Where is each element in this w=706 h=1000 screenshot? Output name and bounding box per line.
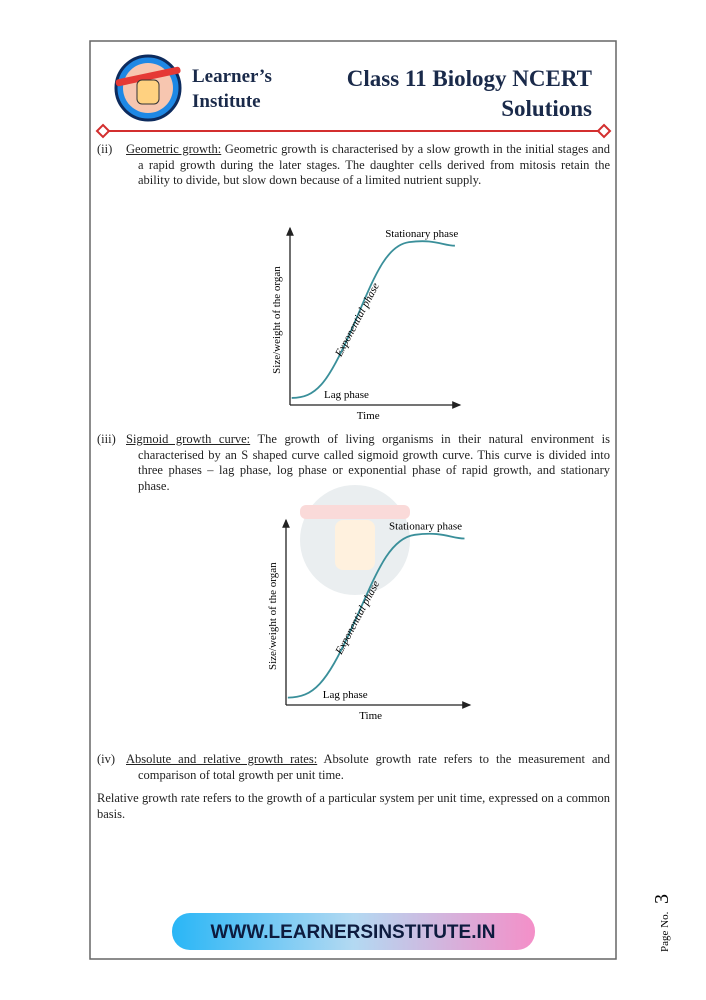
rule-diamond [596, 123, 612, 139]
page-title: Class 11 Biology NCERT [347, 66, 592, 91]
brand: Learner’s [192, 66, 272, 87]
phase-label: Stationary phase [389, 520, 462, 532]
section-heading: Sigmoid growth curve: [126, 432, 251, 446]
section-text: Absolute growth rate refers to the measu… [138, 752, 610, 782]
section-number: (ii) [97, 142, 113, 156]
page-label: Page No. [659, 911, 671, 952]
x-axis-label: Time [357, 410, 380, 422]
phase-label: Exponential phase [333, 281, 382, 360]
section: (ii) Geometric growth: Geometric growth i… [97, 142, 610, 189]
footer-pill [172, 913, 535, 950]
y-axis-label: Size/weight of the organ [271, 266, 283, 374]
y-axis-label: Size/weight of the organ [267, 562, 279, 670]
brand: Institute [192, 91, 261, 112]
phase-label: Lag phase [324, 389, 369, 401]
rule-diamond [95, 123, 111, 139]
watermark [300, 485, 410, 595]
section: (iii) Sigmoid growth curve: The growth of… [97, 432, 610, 494]
growth-curve [287, 532, 465, 699]
page-number: 3 [651, 894, 673, 904]
page-border [89, 40, 617, 960]
page-title: Solutions [501, 96, 592, 121]
phase-label: Stationary phase [385, 228, 458, 240]
section-number: (iv) [97, 752, 116, 766]
section-text: The growth of living organisms in their … [138, 432, 611, 493]
section-heading: Absolute and relative growth rates: [126, 752, 318, 766]
section-heading: Geometric growth: [126, 142, 222, 156]
growth-curve [291, 240, 455, 399]
logo [114, 54, 182, 122]
footer-url: WWW.LEARNERSINSTITUTE.IN [211, 922, 496, 943]
x-axis-label: Time [359, 710, 382, 722]
section-text: Geometric growth is characterised by a s… [138, 142, 610, 187]
section: (iv) Absolute and relative growth rates: … [97, 752, 610, 783]
paragraph: Relative growth rate refers to the growt… [97, 791, 610, 821]
section-number: (iii) [97, 432, 116, 446]
phase-label: Lag phase [323, 689, 368, 701]
